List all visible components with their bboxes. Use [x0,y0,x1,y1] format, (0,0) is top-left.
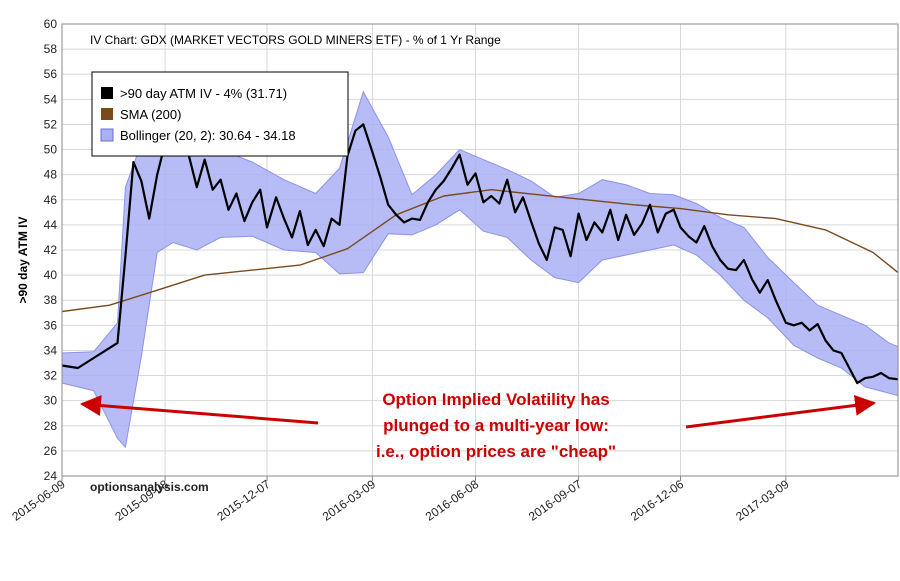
chart-title: IV Chart: GDX (MARKET VECTORS GOLD MINER… [90,33,501,47]
y-tick-label: 34 [44,343,58,357]
annotation: Option Implied Volatility has plunged to… [79,390,877,461]
annotation-line-1: Option Implied Volatility has [382,390,609,409]
legend-swatch-iv [101,87,113,99]
arrow-left [79,395,319,425]
y-tick-label: 52 [44,117,58,131]
legend-label-sma: SMA (200) [120,107,181,122]
y-tick-label: 38 [44,293,58,307]
iv-series [61,110,899,385]
legend-label-iv: >90 day ATM IV - 4% (31.71) [120,86,287,101]
x-tick-label: 2016-03-09 [320,477,379,524]
y-tick-label: 60 [44,17,58,31]
y-tick-label: 26 [44,444,58,458]
y-tick-label: 46 [44,193,58,207]
y-tick-label: 54 [44,92,58,106]
y-tick-label: 58 [44,42,58,56]
legend-box [91,71,349,157]
legend: >90 day ATM IV - 4% (31.71) SMA (200) Bo… [91,71,349,157]
annotation-line-3: i.e., option prices are "cheap" [376,442,616,461]
y-tick-label: 28 [44,419,58,433]
sma-series [61,188,899,313]
arrow-right [685,394,877,429]
plot-frame [61,23,899,477]
y-tick-label: 30 [44,394,58,408]
y-tick-label: 56 [44,67,58,81]
x-tick-label: 2015-06-09 [9,477,68,524]
annotation-line-2: plunged to a multi-year low: [383,416,609,435]
y-tick-label: 40 [44,268,58,282]
y-tick-label: 32 [44,369,58,383]
y-axis: 24 26 28 30 32 34 36 38 40 42 44 46 48 50 52 54 56 58 60 [44,17,58,483]
y-tick-label: 50 [44,143,58,157]
y-axis-label: >90 day ATM IV [16,216,30,303]
watermark: optionsanalysis.com [90,480,209,494]
x-tick-label: 2017-03-09 [733,477,792,524]
sma-line [61,188,899,313]
legend-label-bollinger: Bollinger (20, 2): 30.64 - 34.18 [120,128,296,143]
legend-swatch-sma [101,108,113,120]
y-tick-label: 36 [44,318,58,332]
x-tick-label: 2016-09-07 [526,477,585,524]
y-tick-label: 24 [44,469,58,483]
y-tick-label: 42 [44,243,58,257]
y-tick-label: 48 [44,168,58,182]
x-tick-label: 2016-12-06 [628,477,687,524]
x-tick-label: 2016-06-08 [423,477,482,524]
y-tick-label: 44 [44,218,58,232]
iv-line [61,110,899,385]
legend-swatch-bollinger [100,128,114,142]
x-tick-label: 2015-12-07 [214,477,273,524]
